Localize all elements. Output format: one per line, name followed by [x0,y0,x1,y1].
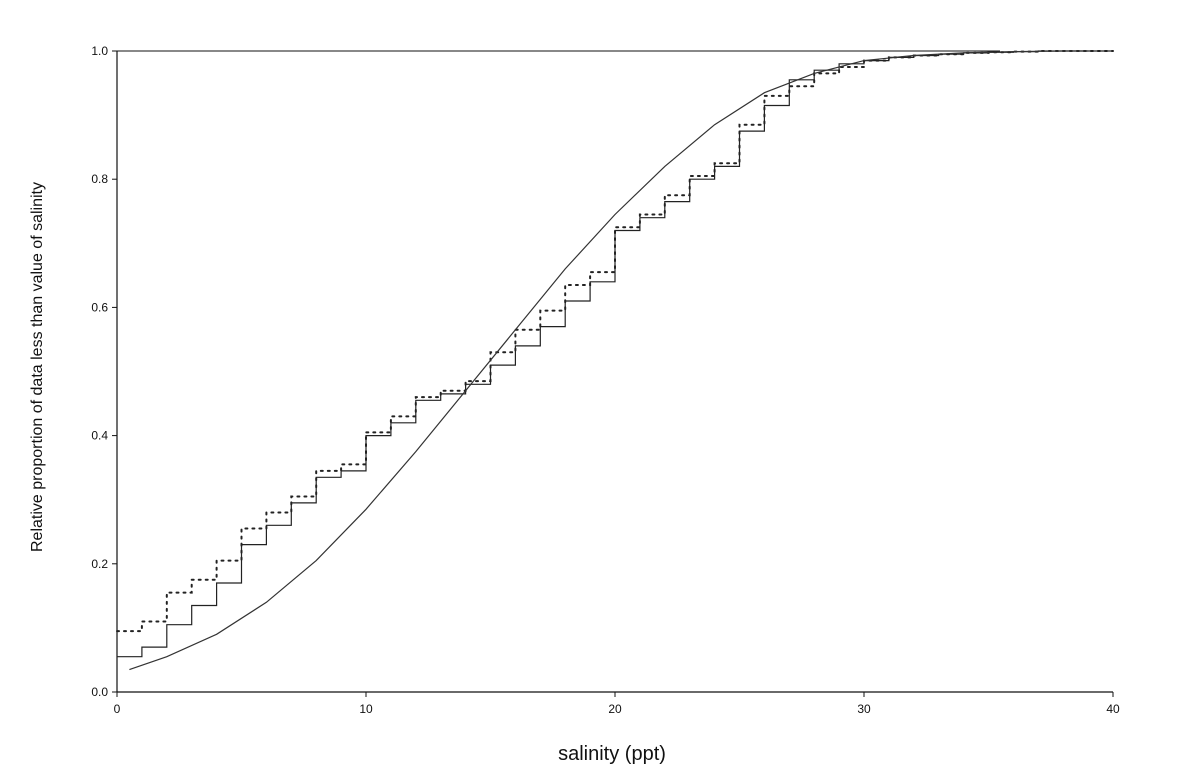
y-axis-title: Relative proportion of data less than va… [29,182,46,552]
x-axis-title: salinity (ppt) [558,743,666,765]
axes [116,50,1113,693]
y-tick-labels: 0.0 0.2 0.4 0.6 0.8 1.0 [91,44,108,699]
y-tick-label: 1.0 [91,44,108,58]
x-tick-label: 10 [359,702,373,716]
series-layer [116,50,1114,671]
y-tick-label: 0.2 [91,557,108,571]
series-line-2 [116,50,1114,633]
y-tick-label: 0.8 [91,172,108,186]
tick-marks [112,50,1114,697]
y-tick-label: 0.4 [91,429,108,443]
y-tick-label: 0.6 [91,300,108,314]
series-line-1 [117,50,1113,658]
series-line-3 [129,50,1089,671]
x-tick-label: 20 [608,702,622,716]
y-tick-label: 0.0 [91,685,108,699]
x-tick-label: 40 [1106,702,1120,716]
x-tick-labels: 0 10 20 30 40 [114,702,1120,716]
x-tick-label: 0 [114,702,121,716]
x-tick-label: 30 [857,702,871,716]
